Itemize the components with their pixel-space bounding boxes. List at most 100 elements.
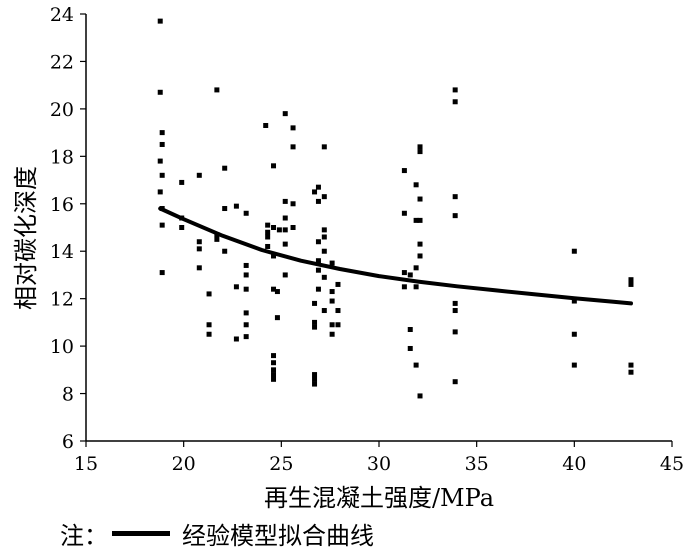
data-point [329, 298, 335, 304]
data-point [329, 331, 335, 337]
data-point [196, 239, 202, 245]
x-tick-label: 25 [269, 453, 293, 475]
y-tick-label: 14 [50, 241, 74, 263]
data-point [243, 286, 249, 292]
data-point [417, 217, 423, 223]
data-point [628, 281, 634, 287]
data-point [321, 227, 327, 233]
data-point [290, 125, 296, 131]
data-point [407, 345, 413, 351]
data-point [315, 239, 321, 245]
x-tick-label: 45 [660, 453, 684, 475]
data-point [157, 158, 163, 164]
data-point [312, 300, 318, 306]
data-point [417, 144, 423, 150]
y-tick-label: 20 [50, 99, 74, 121]
data-point [271, 286, 277, 292]
data-point [243, 334, 249, 340]
data-point [159, 141, 165, 147]
x-tick-label: 20 [172, 453, 196, 475]
data-point [315, 286, 321, 292]
data-point [271, 225, 277, 230]
data-point [452, 329, 458, 335]
data-point [329, 260, 335, 266]
data-point [452, 308, 458, 314]
data-point [329, 289, 335, 295]
data-point [321, 234, 327, 240]
data-point [214, 236, 220, 242]
data-point [401, 210, 407, 216]
data-point [315, 184, 321, 190]
y-tick-label: 22 [50, 51, 74, 73]
data-point [271, 367, 277, 373]
note-prefix: 注： [60, 521, 108, 550]
data-point [282, 241, 288, 247]
data-point [315, 258, 321, 264]
data-point [206, 291, 212, 297]
data-point [290, 225, 296, 230]
data-point [571, 298, 577, 304]
data-points [157, 18, 634, 399]
data-point [407, 272, 413, 278]
axes: 15 20 25 30 35 40 45 6 8 10 12 14 16 18 20 22 24 [50, 4, 684, 475]
data-point [265, 222, 271, 228]
data-point [214, 87, 220, 93]
data-point [243, 310, 249, 316]
data-point [282, 198, 288, 204]
data-point [159, 270, 165, 276]
data-point [222, 165, 228, 171]
data-point [157, 89, 163, 95]
data-point [417, 393, 423, 399]
data-point [452, 379, 458, 385]
y-tick-label: 24 [50, 4, 74, 26]
data-point [290, 201, 296, 207]
data-point [571, 331, 577, 337]
data-point [290, 144, 296, 150]
data-point [571, 248, 577, 254]
data-point [452, 87, 458, 93]
data-point [271, 372, 277, 378]
data-point [243, 262, 249, 268]
data-point [243, 272, 249, 278]
data-point [407, 327, 413, 333]
data-point [274, 315, 280, 321]
y-tick-label: 8 [62, 384, 74, 406]
data-point [222, 248, 228, 254]
data-point [196, 172, 202, 178]
data-point [265, 243, 271, 249]
data-point [329, 322, 335, 328]
y-tick-label: 16 [50, 194, 74, 216]
data-point [179, 179, 185, 185]
data-point [401, 270, 407, 276]
y-tick-label: 6 [62, 431, 74, 453]
data-point [335, 308, 341, 314]
data-point [315, 198, 321, 204]
data-point [159, 222, 165, 228]
data-point [452, 99, 458, 105]
data-point [413, 217, 419, 223]
data-point [571, 362, 577, 368]
data-point [312, 376, 318, 382]
data-point [243, 210, 249, 216]
data-point [321, 308, 327, 314]
x-tick-label: 30 [367, 453, 391, 475]
legend-line-icon [112, 530, 170, 536]
data-point [276, 227, 282, 233]
data-point [321, 194, 327, 200]
data-point [265, 234, 271, 240]
data-point [452, 194, 458, 200]
data-point [312, 319, 318, 325]
data-point [417, 241, 423, 247]
data-point [315, 267, 321, 273]
data-point [417, 149, 423, 155]
data-point [271, 253, 277, 259]
data-point [401, 284, 407, 290]
data-point [335, 281, 341, 287]
data-point [628, 369, 634, 375]
x-axis-label: 再生混凝土强度/MPa [264, 484, 494, 512]
data-point [321, 274, 327, 280]
data-point [274, 289, 280, 295]
data-point [417, 253, 423, 259]
y-axis-label: 相对碳化深度 [12, 166, 40, 310]
data-point [312, 324, 318, 330]
